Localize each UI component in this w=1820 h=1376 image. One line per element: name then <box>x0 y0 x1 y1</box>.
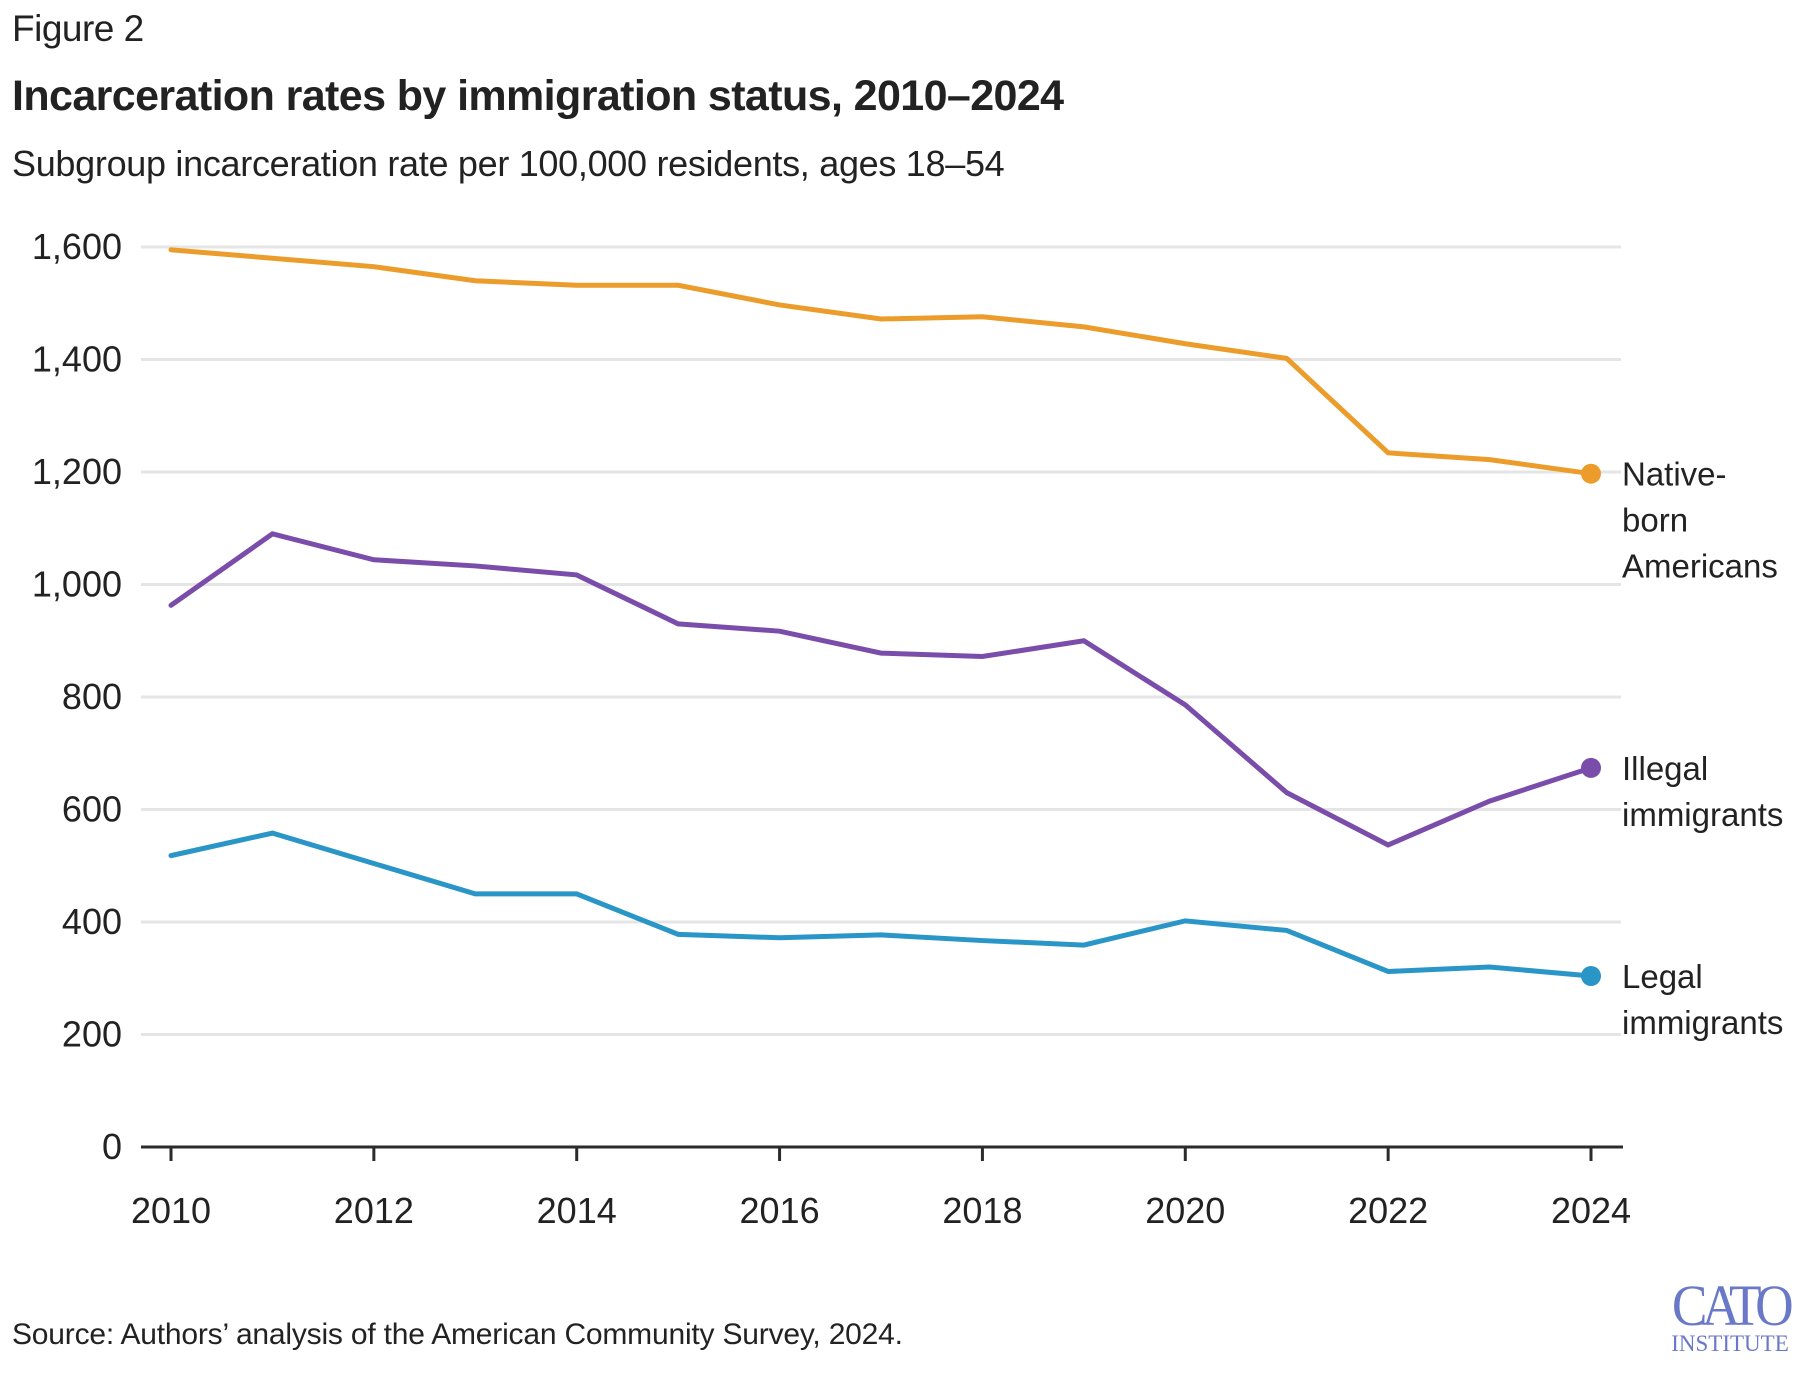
x-tick-label: 2012 <box>334 1190 414 1231</box>
series-label-line: immigrants <box>1622 796 1783 833</box>
x-tick-label: 2018 <box>942 1190 1022 1231</box>
data-point-illegal-immigrants-2016 <box>777 628 783 634</box>
y-tick-label: 1,400 <box>32 339 122 380</box>
data-point-illegal-immigrants-2021 <box>1284 790 1290 796</box>
end-marker-illegal-immigrants <box>1581 757 1601 778</box>
data-point-native-born-americans-2022 <box>1385 450 1391 456</box>
data-point-legal-immigrants-2018 <box>979 938 985 944</box>
data-point-legal-immigrants-2023 <box>1487 964 1493 970</box>
series-line-illegal-immigrants <box>168 531 1594 848</box>
data-point-native-born-americans-2011 <box>269 255 275 261</box>
figure-label: Figure 2 <box>12 8 144 49</box>
chart-title: Incarceration rates by immigration statu… <box>12 72 1064 120</box>
data-point-native-born-americans-2020 <box>1182 341 1188 347</box>
series-label-native-born-americans: Native-born Americans <box>1622 456 1778 585</box>
data-point-legal-immigrants-2015 <box>675 931 681 937</box>
gridlines <box>141 245 1621 1036</box>
y-tick-label: 400 <box>62 901 122 942</box>
data-point-native-born-americans-2013 <box>472 278 478 284</box>
data-point-legal-immigrants-2010 <box>168 853 174 859</box>
data-point-legal-immigrants-2012 <box>371 861 377 867</box>
y-tick-label: 1,200 <box>32 451 122 492</box>
series-label-line: Legal <box>1622 958 1703 995</box>
logo-sub-text: INSTITUTE <box>1671 1331 1789 1356</box>
series-labels: Native-bornAmericansIllegalimmigrantsLeg… <box>1622 456 1783 1041</box>
logo-main-text: CATO <box>1671 1273 1794 1338</box>
y-tick-label: 0 <box>102 1126 122 1167</box>
data-point-illegal-immigrants-2020 <box>1182 702 1188 708</box>
series-label-line: immigrants <box>1622 1004 1783 1041</box>
y-tick-label: 200 <box>62 1014 122 1055</box>
x-tick-label: 2022 <box>1348 1190 1428 1231</box>
series-label-illegal-immigrants: Illegal immigrants <box>1622 750 1783 833</box>
data-point-native-born-americans-2019 <box>1081 324 1087 330</box>
y-tick-label: 1,000 <box>32 564 122 605</box>
data-point-legal-immigrants-2017 <box>878 932 884 938</box>
end-marker-legal-immigrants <box>1581 966 1601 986</box>
x-tick-label: 2010 <box>131 1190 211 1231</box>
data-point-native-born-americans-2012 <box>371 264 377 270</box>
x-tick-label: 2016 <box>740 1190 820 1231</box>
data-point-legal-immigrants-2016 <box>777 935 783 941</box>
data-point-native-born-americans-2018 <box>979 314 985 320</box>
series-label-line: Illegal <box>1622 750 1708 787</box>
data-point-illegal-immigrants-2017 <box>878 650 884 656</box>
data-point-native-born-americans-2021 <box>1284 355 1290 361</box>
data-point-illegal-immigrants-2014 <box>574 572 580 578</box>
end-marker-native-born-americans <box>1581 463 1601 484</box>
data-point-illegal-immigrants-2022 <box>1385 842 1391 848</box>
x-axis: 2010 2012 2014 2016 2018 2020 2022 2024 <box>131 1145 1631 1231</box>
data-point-illegal-immigrants-2011 <box>269 531 275 537</box>
data-point-native-born-americans-2010 <box>168 247 174 253</box>
y-axis: 0 200 400 600 800 1,000 1,200 1,400 1,600 <box>32 226 122 1167</box>
y-tick-label: 800 <box>62 676 122 717</box>
series-label-legal-immigrants: Legal immigrants <box>1622 958 1783 1041</box>
data-point-legal-immigrants-2021 <box>1284 927 1290 933</box>
data-point-legal-immigrants-2022 <box>1385 969 1391 975</box>
series-label-line: Native- <box>1622 456 1727 493</box>
data-point-native-born-americans-2016 <box>777 302 783 308</box>
x-tick-label: 2024 <box>1551 1190 1631 1231</box>
chart-subtitle: Subgroup incarceration rate per 100,000 … <box>12 143 1005 184</box>
data-point-legal-immigrants-2013 <box>472 891 478 897</box>
data-point-native-born-americans-2015 <box>675 282 681 288</box>
series-line-native-born-americans <box>168 247 1594 477</box>
data-point-native-born-americans-2023 <box>1487 457 1493 463</box>
data-point-legal-immigrants-2011 <box>269 830 275 836</box>
data-point-illegal-immigrants-2018 <box>979 654 985 660</box>
series-label-line: Americans <box>1622 548 1778 585</box>
series-label-line: born <box>1622 502 1688 539</box>
x-tick-label: 2020 <box>1145 1190 1225 1231</box>
cato-institute-logo: CATO INSTITUTE <box>1650 1273 1810 1356</box>
y-tick-label: 600 <box>62 789 122 830</box>
data-point-illegal-immigrants-2015 <box>675 621 681 627</box>
data-point-native-born-americans-2017 <box>878 316 884 322</box>
data-point-legal-immigrants-2020 <box>1182 918 1188 924</box>
data-point-illegal-immigrants-2023 <box>1487 798 1493 804</box>
data-point-legal-immigrants-2019 <box>1081 942 1087 948</box>
series-lines <box>168 247 1601 986</box>
data-point-illegal-immigrants-2013 <box>472 563 478 569</box>
series-line-legal-immigrants <box>168 830 1594 979</box>
data-point-illegal-immigrants-2010 <box>168 602 174 608</box>
data-point-illegal-immigrants-2012 <box>371 557 377 563</box>
x-tick-label: 2014 <box>537 1190 617 1231</box>
y-tick-label: 1,600 <box>32 226 122 267</box>
data-point-legal-immigrants-2014 <box>574 891 580 897</box>
data-point-native-born-americans-2014 <box>574 282 580 288</box>
source-note: Source: Authors’ analysis of the America… <box>12 1318 903 1351</box>
data-point-illegal-immigrants-2019 <box>1081 638 1087 644</box>
